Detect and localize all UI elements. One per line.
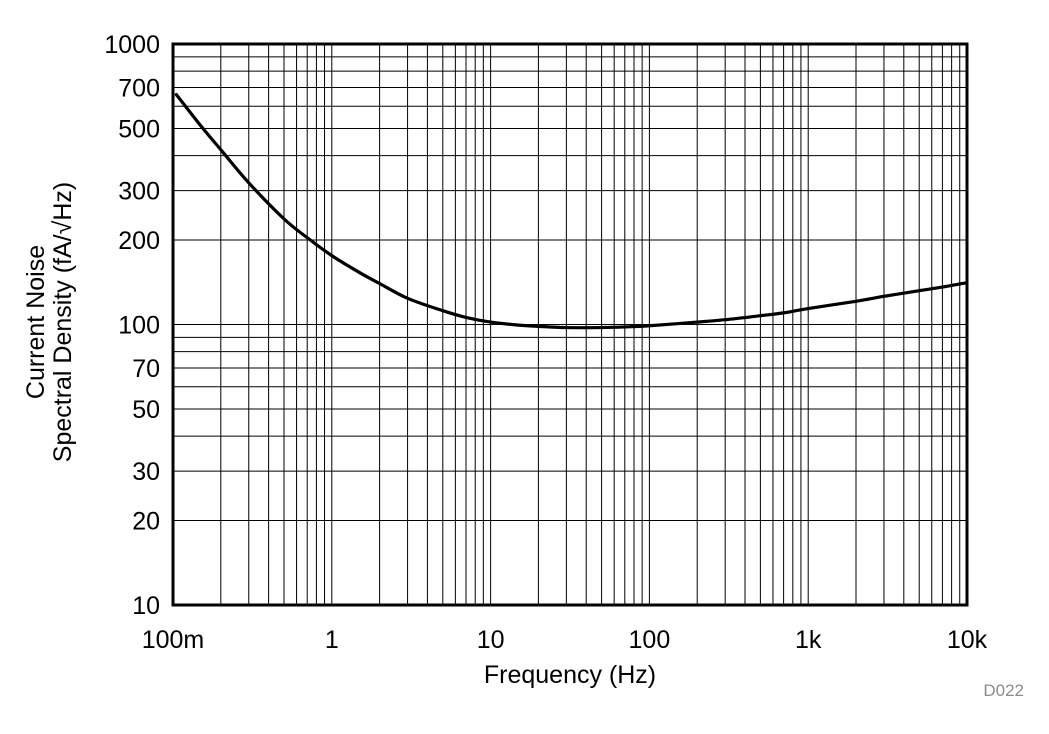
series-layer bbox=[174, 93, 969, 330]
y-tick-label: 70 bbox=[132, 355, 160, 383]
figure-id: D022 bbox=[983, 681, 1024, 700]
x-tick-label: 1k bbox=[795, 626, 822, 654]
y-tick-label: 300 bbox=[118, 178, 160, 206]
x-tick-label: 100 bbox=[629, 626, 671, 654]
x-tick-labels: 100m 1 10 100 1k 10k bbox=[142, 626, 988, 654]
y-tick-label: 10 bbox=[132, 592, 160, 620]
y-tick-label: 500 bbox=[118, 115, 160, 143]
y-axis-title-line-1: Current Noise bbox=[22, 245, 50, 399]
y-tick-label: 1000 bbox=[104, 31, 160, 59]
y-tick-label: 200 bbox=[118, 227, 160, 255]
x-axis-title: Frequency (Hz) bbox=[484, 661, 656, 689]
y-tick-label: 100 bbox=[118, 312, 160, 340]
x-tick-label: 10 bbox=[477, 626, 505, 654]
noise-curve bbox=[174, 93, 969, 330]
plot-frame bbox=[171, 42, 969, 607]
x-tick-label: 100m bbox=[142, 626, 205, 654]
y-tick-labels: 1000 700 500 300 200 100 70 50 30 20 10 bbox=[104, 31, 160, 620]
y-tick-label: 20 bbox=[132, 508, 160, 536]
y-tick-label: 30 bbox=[132, 458, 160, 486]
x-tick-label: 10k bbox=[947, 626, 988, 654]
y-tick-label: 50 bbox=[132, 396, 160, 424]
y-axis-title-line-2: Spectral Density (fA/√Hz) bbox=[49, 182, 77, 462]
y-tick-label: 700 bbox=[118, 74, 160, 102]
grid bbox=[173, 44, 967, 605]
y-axis-title: Current Noise Spectral Density (fA/√Hz) bbox=[22, 182, 77, 462]
x-tick-label: 1 bbox=[325, 626, 339, 654]
